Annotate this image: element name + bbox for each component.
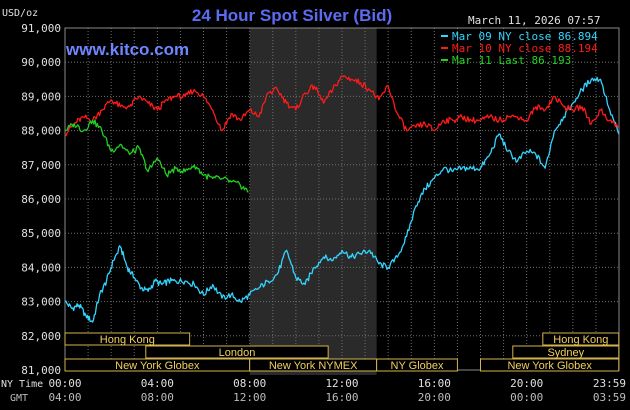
session-band: London: [145, 345, 329, 359]
session-band: New York Globex: [64, 358, 251, 372]
session-band: New York Globex: [480, 358, 620, 372]
x-tick-label-ny: 04:00: [141, 377, 174, 390]
x-tick-label-gmt: 08:00: [141, 391, 174, 404]
chart-title: 24 Hour Spot Silver (Bid): [192, 6, 392, 25]
series-line-mar11: [64, 119, 249, 193]
y-tick-label: 86,000: [21, 193, 61, 206]
session-band-box: [145, 345, 329, 359]
x-tick-label-gmt: 16:00: [325, 391, 358, 404]
series-line-mar10: [64, 75, 620, 137]
x-tick-label-ny: 20:00: [510, 377, 543, 390]
x-tick-label-gmt: 00:00: [510, 391, 543, 404]
shaded-session-region: [249, 28, 377, 375]
x-tick-label-ny: 23:59: [593, 377, 626, 390]
session-band-label: London: [219, 347, 256, 359]
y-tick-label: 84,000: [21, 261, 61, 274]
session-band: Hong Kong: [64, 332, 191, 346]
x-tick-label-ny: 16:00: [418, 377, 451, 390]
y-tick-label: 81,000: [21, 364, 61, 377]
session-band-box: [480, 358, 620, 372]
x-tick-label-gmt: 20:00: [418, 391, 451, 404]
session-band-label: NY Globex: [391, 360, 444, 372]
y-tick-label: 87,000: [21, 159, 61, 172]
y-tick-label: 82,000: [21, 330, 61, 343]
x-axis-ny-label: NY Time: [1, 379, 43, 390]
x-tick-label-gmt: 04:00: [48, 391, 81, 404]
session-band-label: New York NYMEX: [269, 360, 358, 372]
session-band: Hong Kong: [542, 332, 620, 346]
session-band: NY Globex: [376, 358, 458, 372]
y-axis-unit: USD/oz: [2, 8, 38, 19]
session-band-label: New York Globex: [507, 360, 592, 372]
y-tick-label: 90,000: [21, 56, 61, 69]
x-tick-label-ny: 00:00: [48, 377, 81, 390]
session-band-label: Hong Kong: [100, 334, 155, 346]
session-band-box: [64, 332, 191, 346]
kitco-watermark: www.kitco.com: [65, 40, 189, 59]
y-tick-label: 88,000: [21, 125, 61, 138]
session-band: New York NYMEX: [249, 358, 378, 372]
legend-mar10: Mar 10 NY close 88.194: [452, 42, 598, 55]
session-band-box: [542, 332, 620, 346]
session-band: Sydney: [512, 345, 620, 359]
y-tick-label: 91,000: [21, 22, 61, 35]
session-band-box: [512, 345, 620, 359]
legend: Mar 09 NY close 86.894 Mar 10 NY close 8…: [441, 30, 598, 67]
x-tick-label-gmt: 12:00: [233, 391, 266, 404]
y-tick-label: 85,000: [21, 227, 61, 240]
legend-mar11: Mar 11 Last 86.193: [452, 54, 571, 67]
x-tick-label-gmt: 03:59: [593, 391, 626, 404]
session-band-label: New York Globex: [115, 360, 200, 372]
y-tick-label: 83,000: [21, 296, 61, 309]
session-band-label: Sydney: [547, 347, 584, 359]
legend-mar09: Mar 09 NY close 86.894: [452, 30, 598, 43]
x-tick-label-ny: 08:00: [233, 377, 266, 390]
chart-date: March 11, 2026 07:57: [468, 14, 600, 27]
session-band-label: Hong Kong: [553, 334, 608, 346]
y-tick-label: 89,000: [21, 90, 61, 103]
x-axis-gmt-label: GMT: [10, 393, 28, 404]
x-tick-label-ny: 12:00: [325, 377, 358, 390]
session-band-box: [376, 358, 458, 372]
series-line-mar09: [64, 76, 620, 323]
